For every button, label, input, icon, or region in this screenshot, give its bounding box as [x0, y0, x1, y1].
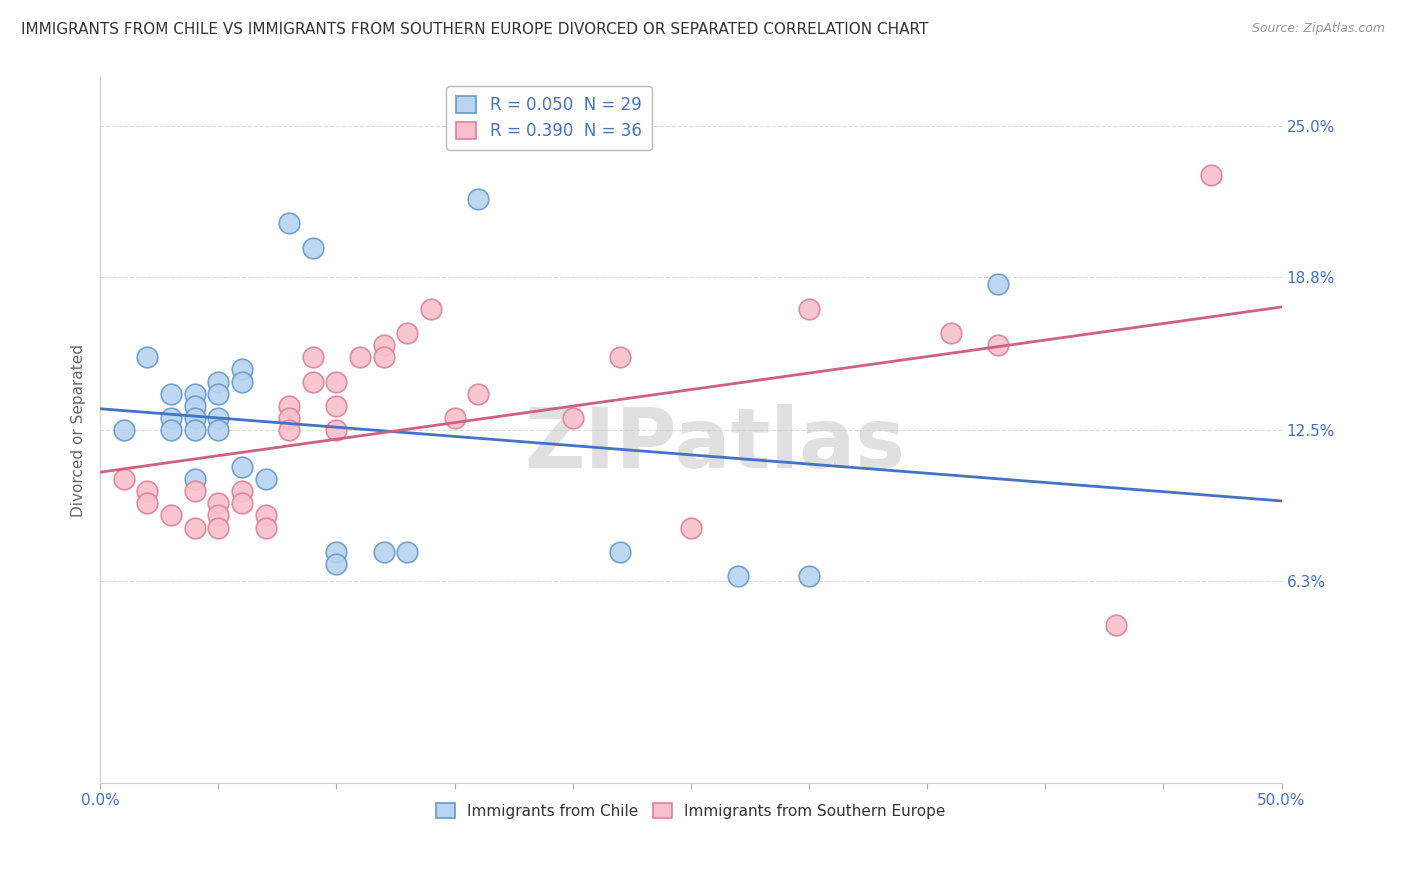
Text: ZIPatlas: ZIPatlas — [524, 404, 905, 485]
Point — [325, 423, 347, 437]
Point — [609, 545, 631, 559]
Point — [419, 301, 441, 316]
Point — [136, 484, 159, 499]
Point — [183, 411, 205, 425]
Point — [396, 326, 419, 340]
Point — [254, 508, 277, 523]
Point — [609, 351, 631, 365]
Point — [183, 520, 205, 534]
Point — [207, 423, 229, 437]
Point — [136, 496, 159, 510]
Point — [301, 351, 323, 365]
Point — [207, 520, 229, 534]
Point — [231, 484, 253, 499]
Point — [325, 545, 347, 559]
Point — [183, 472, 205, 486]
Point — [183, 423, 205, 437]
Point — [679, 520, 702, 534]
Point — [278, 411, 301, 425]
Point — [278, 423, 301, 437]
Point — [1105, 618, 1128, 632]
Point — [207, 411, 229, 425]
Point — [112, 423, 135, 437]
Point — [467, 386, 489, 401]
Point — [231, 496, 253, 510]
Point — [1199, 168, 1222, 182]
Point — [325, 375, 347, 389]
Point — [160, 386, 183, 401]
Point — [396, 545, 419, 559]
Point — [207, 375, 229, 389]
Point — [160, 508, 183, 523]
Point — [231, 375, 253, 389]
Point — [160, 423, 183, 437]
Point — [278, 216, 301, 230]
Point — [325, 399, 347, 413]
Point — [254, 472, 277, 486]
Point — [301, 375, 323, 389]
Point — [373, 351, 395, 365]
Point — [231, 459, 253, 474]
Point — [349, 351, 371, 365]
Text: Source: ZipAtlas.com: Source: ZipAtlas.com — [1251, 22, 1385, 36]
Point — [443, 411, 465, 425]
Point — [561, 411, 583, 425]
Point — [301, 241, 323, 255]
Point — [987, 277, 1010, 292]
Point — [278, 399, 301, 413]
Point — [183, 484, 205, 499]
Legend: Immigrants from Chile, Immigrants from Southern Europe: Immigrants from Chile, Immigrants from S… — [430, 797, 952, 825]
Y-axis label: Divorced or Separated: Divorced or Separated — [72, 343, 86, 516]
Point — [183, 386, 205, 401]
Text: IMMIGRANTS FROM CHILE VS IMMIGRANTS FROM SOUTHERN EUROPE DIVORCED OR SEPARATED C: IMMIGRANTS FROM CHILE VS IMMIGRANTS FROM… — [21, 22, 928, 37]
Point — [939, 326, 962, 340]
Point — [797, 569, 820, 583]
Point — [160, 411, 183, 425]
Point — [727, 569, 749, 583]
Point — [373, 545, 395, 559]
Point — [207, 496, 229, 510]
Point — [325, 557, 347, 571]
Point — [797, 301, 820, 316]
Point — [254, 520, 277, 534]
Point — [231, 362, 253, 376]
Point — [136, 351, 159, 365]
Point — [183, 399, 205, 413]
Point — [207, 386, 229, 401]
Point — [112, 472, 135, 486]
Point — [467, 192, 489, 206]
Point — [207, 508, 229, 523]
Point — [373, 338, 395, 352]
Point — [987, 338, 1010, 352]
